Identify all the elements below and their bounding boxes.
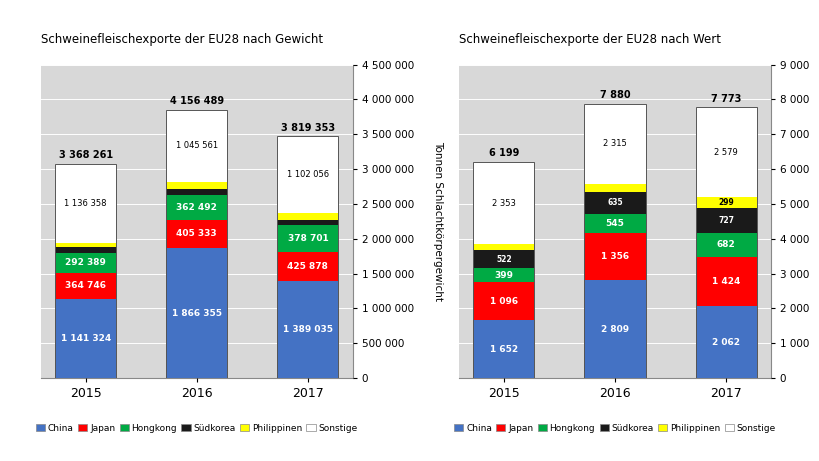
Bar — [277, 220, 338, 225]
Bar — [55, 248, 116, 253]
Text: 1 356: 1 356 — [600, 252, 628, 261]
Bar — [473, 320, 534, 378]
Text: 1 652: 1 652 — [489, 345, 518, 354]
Bar — [695, 197, 756, 207]
Text: 1 141 324: 1 141 324 — [61, 334, 111, 343]
Bar — [55, 164, 116, 378]
Bar — [166, 110, 227, 378]
Bar — [166, 183, 227, 189]
Bar — [695, 257, 756, 306]
Bar — [584, 233, 645, 280]
Text: 3 819 353: 3 819 353 — [280, 123, 334, 132]
Text: 2 809: 2 809 — [600, 325, 628, 334]
Text: 635: 635 — [606, 198, 622, 207]
Text: 1 102 056: 1 102 056 — [287, 170, 328, 179]
Text: 1 389 035: 1 389 035 — [283, 325, 333, 334]
Text: 6 199: 6 199 — [488, 148, 518, 158]
Text: 292 389: 292 389 — [66, 259, 106, 267]
Bar — [277, 213, 338, 220]
Text: 4 156 489: 4 156 489 — [170, 96, 224, 106]
Bar — [473, 244, 534, 250]
Bar — [277, 136, 338, 378]
Text: 2 353: 2 353 — [491, 199, 515, 207]
Bar — [55, 243, 116, 248]
Text: 1 136 358: 1 136 358 — [65, 199, 106, 208]
Bar — [584, 192, 645, 214]
Bar — [166, 195, 227, 220]
Bar — [55, 253, 116, 273]
Bar — [277, 281, 338, 378]
Text: 1 096: 1 096 — [489, 297, 518, 306]
Text: 399: 399 — [494, 271, 513, 280]
Bar — [584, 104, 645, 184]
Bar — [277, 136, 338, 213]
Bar — [695, 107, 756, 378]
Text: 2 579: 2 579 — [713, 148, 737, 157]
Text: 425 878: 425 878 — [287, 262, 328, 271]
Bar — [584, 280, 645, 378]
Bar — [584, 214, 645, 233]
Text: Schweinefleischexporte der EU28 nach Wert: Schweinefleischexporte der EU28 nach Wer… — [459, 33, 721, 46]
Text: 1 424: 1 424 — [711, 277, 740, 286]
Bar — [277, 225, 338, 252]
Text: 1 045 561: 1 045 561 — [175, 142, 218, 150]
Text: 7 773: 7 773 — [710, 94, 740, 104]
Bar — [473, 162, 534, 378]
Bar — [473, 282, 534, 320]
Legend: China, Japan, Hongkong, Südkorea, Philippinen, Sonstige: China, Japan, Hongkong, Südkorea, Philip… — [33, 420, 360, 437]
Bar — [584, 104, 645, 378]
Bar — [695, 233, 756, 257]
Text: 727: 727 — [717, 216, 733, 225]
Bar — [166, 110, 227, 183]
Legend: China, Japan, Hongkong, Südkorea, Philippinen, Sonstige: China, Japan, Hongkong, Südkorea, Philip… — [450, 420, 778, 437]
Bar — [166, 248, 227, 378]
Text: 299: 299 — [717, 198, 733, 207]
Text: 1 866 355: 1 866 355 — [172, 308, 221, 318]
Text: 405 333: 405 333 — [176, 230, 217, 238]
Bar — [166, 220, 227, 248]
Text: Schweinefleischexporte der EU28 nach Gewicht: Schweinefleischexporte der EU28 nach Gew… — [41, 33, 323, 46]
Text: 378 701: 378 701 — [287, 234, 328, 243]
Text: 545: 545 — [604, 219, 624, 228]
Bar — [473, 162, 534, 244]
Bar — [55, 164, 116, 243]
Text: 682: 682 — [716, 240, 735, 249]
Text: 522: 522 — [495, 255, 511, 264]
Bar — [166, 189, 227, 195]
Bar — [695, 107, 756, 197]
Bar — [55, 299, 116, 378]
Bar — [473, 250, 534, 268]
Text: 2 315: 2 315 — [603, 139, 626, 148]
Bar — [695, 306, 756, 378]
Text: 3 368 261: 3 368 261 — [59, 150, 113, 160]
Bar — [584, 184, 645, 192]
Text: 364 746: 364 746 — [66, 281, 106, 290]
Y-axis label: Tonnen Schlachtkörpergewicht: Tonnen Schlachtkörpergewicht — [432, 141, 443, 301]
Bar — [55, 273, 116, 299]
Bar — [473, 268, 534, 282]
Text: 2 062: 2 062 — [711, 337, 740, 347]
Text: 7 880: 7 880 — [599, 90, 630, 100]
Bar — [695, 207, 756, 233]
Text: 362 492: 362 492 — [176, 203, 217, 212]
Bar — [277, 252, 338, 281]
